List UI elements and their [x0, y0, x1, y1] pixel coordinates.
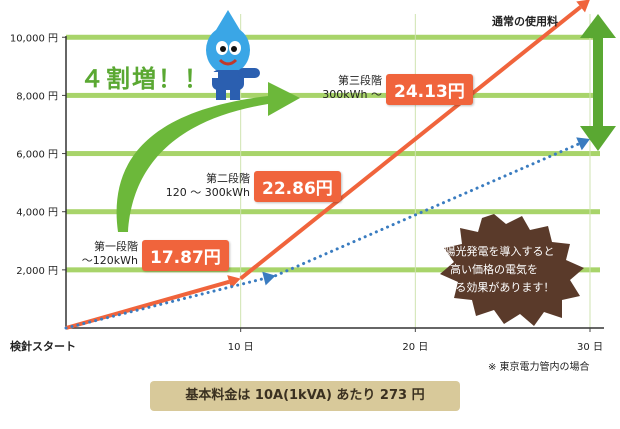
series-0-arrowhead: [227, 275, 241, 289]
series-0-segment: [65, 279, 230, 330]
y-tick-label: 2,000 円: [16, 266, 58, 277]
x-tick-label: 20 日: [402, 342, 428, 353]
gridline-8000: [66, 92, 600, 98]
tier-3-price-badge: 24.13円: [386, 74, 473, 105]
y-tick-label: 4,000 円: [16, 208, 58, 219]
gridline-6000: [66, 151, 600, 157]
grid-lines: [66, 14, 600, 328]
gridline-2000: [66, 267, 600, 273]
solar-message-line-3: 抑える効果があります！: [433, 281, 555, 294]
mascot-character-icon: [206, 10, 260, 100]
series-1-arrowhead: [262, 271, 276, 286]
tier-1-name: 第一段階: [94, 240, 138, 253]
series-1-segment: [274, 142, 581, 278]
solar-message: 太陽光発電を導入すると 高い価格の電気を 抑える効果があります！: [408, 243, 580, 297]
increase-label: ４割増！！: [80, 65, 210, 93]
tier-1-price-badge: 17.87円: [142, 240, 229, 271]
chart-axes: [62, 36, 604, 332]
series-lines: [64, 0, 591, 330]
tier-3-name: 第三段階: [338, 74, 382, 87]
decorations: [116, 10, 616, 326]
x-tick-label: 30 日: [577, 342, 603, 353]
tier-3-range: 300kWh ～: [322, 88, 382, 101]
series-1-arrowhead: [576, 137, 590, 151]
region-note: ※ 東京電力管内の場合: [488, 362, 590, 373]
gridline-10000: [66, 34, 600, 40]
solar-message-line-1: 太陽光発電を導入すると: [433, 245, 555, 258]
solar-message-line-2: 高い価格の電気を: [450, 263, 538, 276]
series-0-arrowhead: [576, 0, 590, 13]
tier-3-label: 第三段階 300kWh ～: [310, 74, 382, 102]
normal-usage-label: 通常の使用料: [492, 15, 558, 28]
tier-2-label: 第二段階 120 ～ 300kWh: [150, 172, 250, 200]
tier-2-range: 120 ～ 300kWh: [165, 186, 250, 199]
y-tick-label: 8,000 円: [16, 91, 58, 102]
x-tick-label: 検針スタート: [10, 339, 76, 353]
x-tick-labels: 検針スタート 10 日 20 日 30 日: [10, 339, 603, 353]
gridline-4000: [66, 209, 600, 215]
solar-message-burst: [440, 214, 584, 326]
base-fee-banner: 基本料金は 10A(1kVA) あたり 273 円: [150, 381, 460, 411]
x-tick-label: 10 日: [228, 342, 254, 353]
series-1-segment: [64, 277, 266, 330]
series-0-segment: [239, 5, 582, 281]
tier-1-label: 第一段階 ～120kWh: [70, 240, 138, 268]
tier-1-range: ～120kWh: [81, 254, 138, 267]
y-tick-label: 10,000 円: [10, 33, 58, 44]
tier-2-price-badge: 22.86円: [254, 171, 341, 202]
y-tick-label: 6,000 円: [16, 150, 58, 161]
gap-double-arrow: [580, 14, 616, 151]
tier-2-name: 第二段階: [206, 172, 250, 185]
increase-curve-arrow: [116, 82, 301, 232]
y-tick-labels: 2,000 円 4,000 円 6,000 円 8,000 円 10,000 円: [10, 33, 58, 277]
